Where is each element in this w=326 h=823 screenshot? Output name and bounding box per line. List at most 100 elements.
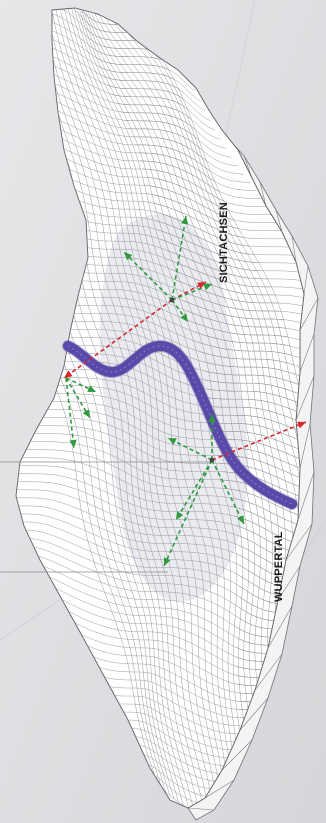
- wall-segment: [204, 779, 235, 799]
- mesh-line-row-extra: [219, 463, 304, 502]
- wall-segment: [239, 697, 269, 731]
- mesh-line-row-extra: [16, 425, 75, 462]
- mesh-line-row-extra: [93, 55, 196, 92]
- mesh-line-row-extra: [148, 193, 290, 232]
- wall-segment: [295, 375, 315, 421]
- mesh-line-row-extra: [124, 120, 232, 158]
- mesh-line-column: [61, 8, 231, 808]
- mesh-line-row-extra: [16, 454, 79, 491]
- sight-axis-green-upper-se: [171, 299, 189, 323]
- mesh-line-row-extra: [228, 497, 304, 535]
- arrowhead-icon: [203, 283, 212, 291]
- mesh-line-row-extra: [215, 447, 304, 486]
- terrain-wall-segments: [187, 117, 319, 811]
- mesh-line-row-extra: [140, 160, 264, 199]
- mesh-line-row-extra: [16, 406, 72, 444]
- mesh-line-row-extra: [235, 674, 304, 712]
- mesh-line-row-extra: [120, 111, 226, 149]
- mesh-line-row-extra: [127, 128, 238, 167]
- wall-segment: [299, 423, 311, 469]
- mesh-line-column: [53, 8, 224, 808]
- mesh-line-column: [16, 8, 163, 789]
- mesh-line-row-extra: [16, 465, 80, 501]
- mesh-line-column: [65, 8, 234, 808]
- mesh-line-row-extra: [213, 439, 304, 478]
- mesh-line-row-extra: [144, 176, 277, 215]
- arrowhead-icon: [87, 385, 96, 392]
- sight-axes: [63, 215, 307, 567]
- mesh-line-row-extra: [115, 102, 221, 140]
- wall-segment: [303, 265, 309, 295]
- mesh-line-row-extra: [235, 524, 304, 562]
- mesh-line-row-extra: [97, 65, 201, 102]
- mesh-line-row-extra: [210, 414, 304, 453]
- sight-axis-green-lower-n: [208, 414, 216, 460]
- mesh-line-column: [57, 8, 227, 808]
- mesh-line-row-extra: [212, 431, 304, 470]
- mesh-line-row-extra: [164, 249, 304, 285]
- mesh-line-row-extra: [16, 496, 86, 532]
- arrowhead-icon: [124, 252, 133, 261]
- mesh-line-row-extra: [16, 388, 69, 427]
- mesh-line-row-extra: [236, 683, 304, 721]
- mesh-line-row-extra: [233, 515, 304, 552]
- mesh-line-row-extra: [16, 415, 74, 453]
- leader-lines: [0, 461, 214, 573]
- mesh-line-row-extra: [16, 485, 84, 521]
- arrowhead-icon: [297, 421, 306, 429]
- mesh-line-row-extra: [201, 361, 304, 397]
- wall-segment: [267, 605, 293, 649]
- mesh-line-row: [158, 785, 294, 808]
- sight-axis-green-upper-ne: [171, 283, 213, 301]
- wall-segment: [254, 653, 283, 691]
- mesh-line-row-extra: [211, 422, 304, 461]
- sight-axis-green-lower-nw: [167, 437, 213, 461]
- mesh-line-row-extra: [206, 388, 304, 426]
- arrowhead-icon: [181, 216, 189, 225]
- mesh-line-row-extra: [142, 168, 270, 207]
- wall-segment: [291, 235, 297, 263]
- sight-axis-green-upper-nw: [123, 251, 173, 301]
- mesh-line-column: [36, 8, 210, 808]
- wall-segment: [187, 807, 215, 811]
- mesh-line-row-extra: [16, 444, 77, 481]
- mesh-line-row-extra: [171, 269, 304, 305]
- sight-axis-green-left-s: [65, 377, 77, 449]
- wall-segment: [275, 209, 283, 233]
- mesh-line-row-extra: [179, 289, 304, 325]
- arrowhead-icon: [208, 414, 216, 422]
- wall-segment: [299, 297, 319, 331]
- mesh-line-row-extra: [217, 455, 304, 494]
- sight-axis-green-lower-s: [175, 459, 213, 521]
- sight-axis-green-left-sse: [65, 377, 91, 419]
- mesh-line-row-extra: [231, 506, 304, 544]
- arrowhead-icon: [176, 511, 184, 520]
- sight-axis-green-upper-n: [171, 215, 189, 301]
- mesh-line-row-extra: [131, 136, 244, 175]
- mesh-line-row-extra: [137, 152, 257, 191]
- mesh-line-row-extra: [16, 475, 82, 511]
- mesh-line-row-extra: [236, 534, 304, 571]
- mesh-line-row-extra: [190, 321, 304, 356]
- mesh-line-row-extra: [208, 397, 304, 435]
- mesh-line-row-extra: [146, 185, 284, 224]
- wall-segment: [277, 565, 301, 601]
- mesh-line-column: [32, 8, 205, 808]
- arrowhead-icon: [64, 370, 73, 378]
- mesh-line-row-extra: [16, 397, 71, 435]
- mesh-line-row-extra: [160, 239, 304, 276]
- sight-axis-green-left-se: [65, 377, 97, 393]
- mesh-line-row-extra: [106, 84, 211, 121]
- wall-segment: [285, 523, 313, 561]
- arrowhead-icon: [237, 515, 244, 524]
- label-sichtachsen: SICHTACHSEN: [218, 202, 230, 283]
- mesh-line-row-extra: [235, 656, 304, 693]
- mesh-line-column: [48, 8, 221, 808]
- wall-segment: [221, 739, 253, 771]
- mesh-line-row-extra: [235, 665, 304, 702]
- mesh-line-row-extra: [155, 220, 304, 258]
- arrowhead-icon: [180, 313, 188, 322]
- mesh-line-row-extra: [152, 211, 301, 249]
- mesh-line-column: [44, 8, 218, 808]
- arrowhead-icon: [69, 439, 77, 448]
